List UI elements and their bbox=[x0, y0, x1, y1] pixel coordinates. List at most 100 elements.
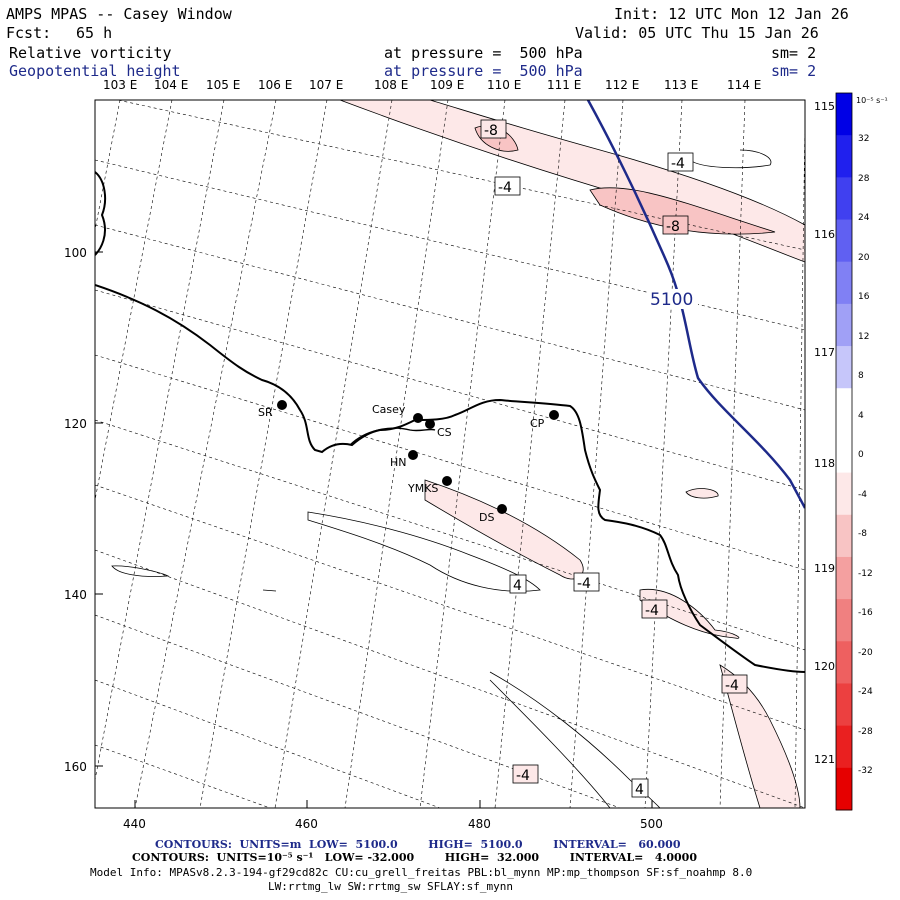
colorbar-tick: 20 bbox=[858, 253, 870, 263]
colorbar-tick: -32 bbox=[858, 766, 873, 776]
colorbar-tick: 8 bbox=[858, 371, 864, 381]
vort-contour bbox=[307, 511, 541, 592]
colorbar-cell bbox=[836, 767, 852, 811]
valid-time: Valid: 05 UTC Thu 15 Jan 26 bbox=[575, 24, 819, 42]
vort-contour bbox=[689, 149, 772, 169]
top-longitude-labels: 103 E 104 E 105 E 106 E 107 E 108 E 109 … bbox=[103, 78, 761, 92]
contour-label: -4 bbox=[577, 576, 591, 592]
colorbar-tick: -4 bbox=[858, 490, 867, 500]
colorbar-cell bbox=[836, 556, 852, 600]
colorbar-cell bbox=[836, 135, 852, 178]
field1-smoothing: sm= 2 bbox=[771, 44, 817, 62]
vorticity-contours bbox=[111, 149, 772, 808]
x-tick-label: 460 bbox=[295, 817, 318, 831]
colorbar-tick: -12 bbox=[858, 569, 873, 579]
x-tick-label: 480 bbox=[468, 817, 491, 831]
vort-patch bbox=[685, 488, 719, 499]
colorbar bbox=[836, 93, 852, 811]
colorbar-cell bbox=[836, 514, 852, 558]
colorbar-unit: 10⁻⁵ s⁻¹ bbox=[856, 96, 888, 105]
contour-label: -8 bbox=[666, 219, 680, 235]
colorbar-cell bbox=[836, 725, 852, 769]
colorbar-cell bbox=[836, 219, 852, 263]
x-tick-label: 440 bbox=[123, 817, 146, 831]
colorbar-tick: -16 bbox=[858, 608, 873, 618]
colorbar-tick-labels: 32 28 24 20 16 12 8 4 0 -4 -8 -12 -16 -2… bbox=[858, 134, 873, 776]
station-label: CP bbox=[530, 417, 545, 430]
station-markers bbox=[277, 400, 559, 514]
init-time: Init: 12 UTC Mon 12 Jan 26 bbox=[614, 5, 849, 23]
vorticity-fill-regions bbox=[339, 100, 805, 808]
colorbar-tick: -20 bbox=[858, 648, 873, 658]
y-tick-label: 160 bbox=[64, 760, 87, 774]
vort-contour bbox=[489, 671, 661, 808]
vort-band-far-se bbox=[719, 664, 801, 808]
colorbar-cell bbox=[836, 472, 852, 516]
height-contour-label: 5100 bbox=[650, 290, 693, 310]
colorbar-cell bbox=[836, 303, 852, 347]
axis-ticks bbox=[95, 251, 653, 808]
field1-name: Relative vorticity bbox=[9, 44, 172, 62]
contour-label: -4 bbox=[725, 678, 739, 694]
lon-label: 110 E bbox=[487, 78, 521, 92]
station-label: YMKS bbox=[407, 482, 438, 495]
y-tick-label: 100 bbox=[64, 246, 87, 260]
vorticity-contour-info: CONTOURS: UNITS=10⁻⁵ s⁻¹ LOW= -32.000 HI… bbox=[132, 851, 697, 864]
forecast-hour: 65 h bbox=[76, 24, 113, 42]
height-label-bg bbox=[648, 289, 698, 309]
contour-label: -4 bbox=[516, 768, 530, 784]
height-contour-info: CONTOURS: UNITS=m LOW= 5100.0 HIGH= 5100… bbox=[155, 838, 681, 851]
lon-label: 105 E bbox=[206, 78, 240, 92]
lon-label: 109 E bbox=[430, 78, 464, 92]
coastline-inlet bbox=[349, 427, 436, 446]
station-marker bbox=[277, 400, 287, 410]
station-marker bbox=[413, 413, 423, 423]
lon-label: 111 E bbox=[547, 78, 581, 92]
colorbar-tick: 4 bbox=[858, 411, 864, 421]
field1-level: at pressure = 500 hPa bbox=[384, 44, 583, 62]
lon-label: 108 E bbox=[374, 78, 408, 92]
colorbar-cell bbox=[836, 177, 852, 221]
colorbar-cell bbox=[836, 388, 852, 431]
axis-labels: 440 460 480 500 100 120 140 160 bbox=[64, 246, 663, 831]
station-marker bbox=[425, 419, 435, 429]
colorbar-cell bbox=[836, 261, 852, 305]
contour-label: -4 bbox=[671, 156, 685, 172]
coastline bbox=[95, 171, 805, 673]
contour-label: -4 bbox=[645, 603, 659, 619]
colorbar-tick: 28 bbox=[858, 174, 870, 184]
colorbar-tick: -24 bbox=[858, 687, 873, 697]
forecast-label: Fcst: bbox=[6, 24, 52, 42]
x-tick-label: 500 bbox=[640, 817, 663, 831]
field2-level: at pressure = 500 hPa bbox=[384, 62, 583, 80]
colorbar-tick: -28 bbox=[858, 727, 873, 737]
contour-label: 4 bbox=[635, 782, 644, 798]
height-contour-5100 bbox=[586, 100, 805, 509]
colorbar-tick: 32 bbox=[858, 134, 869, 144]
lon-label: 106 E bbox=[258, 78, 292, 92]
vort-band-south bbox=[424, 479, 584, 580]
field2-name: Geopotential height bbox=[9, 62, 181, 80]
colorbar-tick: 16 bbox=[858, 292, 870, 302]
model-info: Model Info: MPASv8.2.3-194-gf29cd82c CU:… bbox=[90, 866, 753, 879]
colorbar-tick: -8 bbox=[858, 529, 867, 539]
y-tick-label: 140 bbox=[64, 588, 87, 602]
contour-label: -8 bbox=[484, 123, 498, 139]
plot-frame bbox=[94, 99, 806, 809]
station-marker bbox=[408, 450, 418, 460]
vort-contour bbox=[111, 565, 170, 577]
contour-label: 4 bbox=[513, 578, 522, 594]
colorbar-tick: 12 bbox=[858, 332, 869, 342]
colorbar-tick: 0 bbox=[858, 450, 864, 460]
station-marker bbox=[549, 410, 559, 420]
colorbar-cell bbox=[836, 641, 852, 684]
lon-label: 104 E bbox=[154, 78, 188, 92]
colorbar-tick: 24 bbox=[858, 213, 870, 223]
vorticity-contour-labels: -8 -4 -4 -8 4 -4 -4 -4 -4 4 bbox=[480, 119, 748, 798]
station-label: DS bbox=[479, 511, 494, 524]
station-labels: SR Casey CS CP HN YMKS DS bbox=[258, 403, 545, 524]
lon-label: 103 E bbox=[103, 78, 137, 92]
station-label: SR bbox=[258, 406, 273, 419]
vort-contour bbox=[262, 589, 277, 592]
